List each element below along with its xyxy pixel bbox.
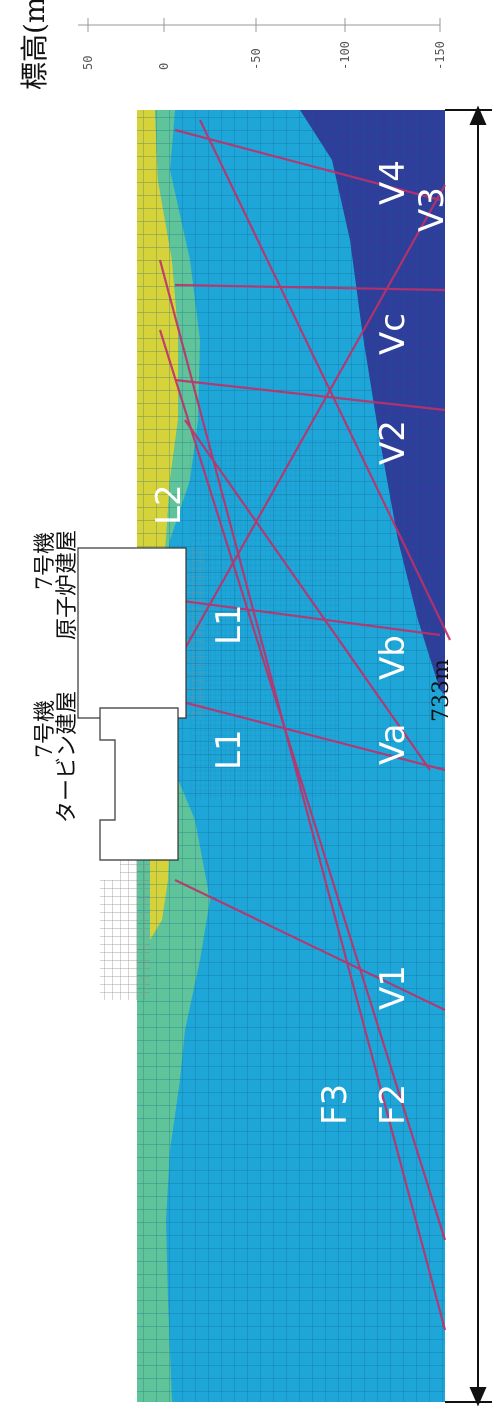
zone-label-f2: F2 xyxy=(373,1084,413,1125)
axis-label-minus150: -150 xyxy=(433,41,447,70)
dimension-arrow xyxy=(445,108,492,1404)
turbine-label-line2: タービン建屋 xyxy=(55,691,80,823)
dimension-label: 733m xyxy=(429,659,454,722)
zone-label-l2: L2 xyxy=(149,484,189,525)
reactor-label-line2: 原子炉建屋 xyxy=(55,530,80,640)
zone-label-f3: F3 xyxy=(315,1084,355,1125)
axis-label-0: 0 xyxy=(157,63,171,70)
zone-label-va: Va xyxy=(373,724,413,765)
zone-label-vc: Vc xyxy=(373,313,413,355)
zone-label-v2: V2 xyxy=(373,420,413,465)
reactor-building xyxy=(78,548,186,718)
zone-label-v4: V4 xyxy=(373,160,413,205)
zone-label-l1-upper: L1 xyxy=(209,604,249,645)
axis-title: 標高(m) xyxy=(18,0,51,90)
axis-label-50: 50 xyxy=(81,56,95,70)
zone-label-vb: Vb xyxy=(373,635,413,680)
turbine-building xyxy=(100,708,178,860)
zone-label-v1: V1 xyxy=(373,965,413,1010)
gray-mesh-step xyxy=(100,880,120,1000)
zone-label-v3: V3 xyxy=(412,187,452,232)
elevation-axis: 50 0 -50 -100 -150 標高(m) xyxy=(18,0,447,90)
axis-label-minus50: -50 xyxy=(249,48,263,70)
zone-label-l1-lower: L1 xyxy=(209,729,249,770)
axis-label-minus100: -100 xyxy=(338,41,352,70)
